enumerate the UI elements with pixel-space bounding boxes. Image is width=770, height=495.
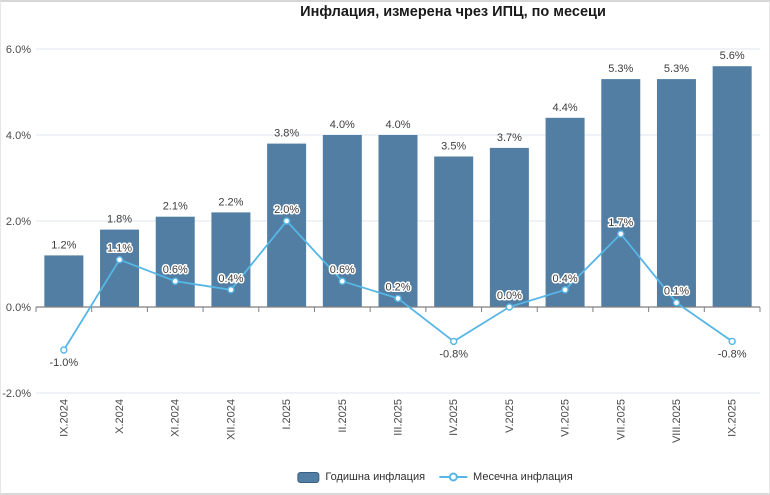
line-data-label: 0.6% [163, 264, 188, 276]
line-marker-II.2025[interactable] [338, 277, 347, 285]
x-tick-label: III.2025 [393, 399, 405, 436]
bar-data-label: 3.7% [497, 132, 522, 144]
line-marker-VI.2025[interactable] [561, 286, 569, 294]
legend-item-monthly-inflation[interactable]: Месечна инфлация [439, 471, 573, 483]
bar-data-label: 1.8% [107, 214, 132, 226]
line-data-label: 0.2% [385, 281, 410, 293]
line-marker-XII.2024[interactable] [227, 286, 235, 294]
x-tick-label: IX.2024 [58, 399, 70, 437]
bar-VI.2025[interactable] [545, 117, 585, 307]
x-tick-label: X.2024 [114, 399, 126, 434]
legend-label-monthly: Месечна инфлация [473, 471, 573, 483]
bar-IV.2025[interactable] [434, 156, 474, 308]
bar-VIII.2025[interactable] [656, 79, 696, 307]
x-tick-label: VI.2025 [560, 399, 572, 437]
line-marker-IX.2024[interactable] [60, 346, 68, 354]
legend-item-annual-inflation[interactable]: Годишна инфлация [297, 471, 425, 483]
bar-III.2025[interactable] [378, 135, 418, 307]
x-tick-label: IX.2025 [727, 399, 739, 437]
bar-data-label: 4.4% [553, 102, 578, 114]
bar-data-label: 5.6% [720, 50, 745, 62]
line-marker-XI.2024[interactable] [171, 277, 179, 285]
y-tick-label: 2.0% [6, 216, 31, 228]
line-data-label: 1.7% [608, 217, 633, 229]
bar-series-swatch-icon [297, 471, 320, 483]
chart-plot-area: 6.0% 4.0% 2.0% 0.0% -2.0% IX.2024 X.2024 XI.202… [2, 44, 761, 443]
bar-data-label: 4.0% [330, 119, 355, 131]
line-data-label: 2.0% [274, 204, 299, 216]
line-data-label: 0.4% [218, 273, 243, 285]
bar-IX.2025[interactable] [712, 66, 752, 307]
y-tick-label: 4.0% [6, 130, 31, 142]
line-data-label: 0.0% [497, 290, 522, 302]
bar-data-label: 2.1% [163, 201, 188, 213]
x-tick-label: VII.2025 [615, 399, 627, 440]
legend-label-annual: Годишна инфлация [325, 471, 426, 483]
y-tick-label: 0.0% [6, 302, 31, 314]
line-marker-III.2025[interactable] [394, 294, 402, 303]
line-data-label: 0.1% [664, 286, 689, 298]
line-data-label: 1.1% [107, 243, 132, 255]
bar-data-label: 5.3% [608, 63, 633, 75]
bar-data-label: 5.3% [664, 63, 689, 75]
line-marker-V.2025[interactable] [505, 303, 514, 311]
x-tick-label: XII.2024 [225, 399, 237, 440]
bar-X.2024[interactable] [100, 229, 140, 307]
bar-V.2025[interactable] [489, 147, 529, 307]
bar-I.2025[interactable] [267, 143, 307, 307]
line-data-label: -0.8% [439, 348, 468, 360]
bar-data-label: 3.5% [441, 141, 466, 153]
bar-IX.2024[interactable] [44, 255, 84, 307]
bar-data-label: 4.0% [385, 119, 410, 131]
y-tick-label: -2.0% [2, 388, 31, 400]
line-series-swatch-icon [439, 472, 468, 483]
x-tick-label: XI.2024 [170, 399, 182, 437]
x-tick-label: I.2025 [281, 399, 293, 430]
line-data-label: -1.0% [49, 357, 78, 369]
line-marker-IV.2025[interactable] [449, 337, 458, 346]
x-tick-label: VIII.2025 [671, 399, 683, 443]
bar-data-label: 1.2% [51, 239, 76, 251]
line-marker-VIII.2025[interactable] [672, 299, 681, 307]
bar-XI.2024[interactable] [155, 216, 195, 307]
line-marker-X.2024[interactable] [115, 256, 124, 264]
y-tick-label: 6.0% [6, 44, 31, 56]
line-marker-I.2025[interactable] [282, 217, 291, 225]
line-data-label: -0.8% [718, 348, 747, 360]
x-tick-label: II.2025 [337, 399, 349, 433]
bar-data-label: 3.8% [274, 128, 299, 140]
bar-data-label: 2.2% [218, 196, 243, 208]
chart-legend: Годишна инфлация Месечна инфлация [297, 471, 573, 483]
x-tick-label: V.2025 [504, 399, 516, 433]
line-data-label: 0.6% [330, 264, 355, 276]
chart-title: Инфлация, измерена чрез ИПЦ, по месеци [300, 4, 606, 20]
line-marker-VII.2025[interactable] [617, 230, 625, 238]
x-tick-label: IV.2025 [448, 399, 460, 436]
line-marker-IX.2025[interactable] [728, 337, 736, 346]
line-data-label: 0.4% [553, 273, 578, 285]
bar-VII.2025[interactable] [601, 79, 641, 307]
